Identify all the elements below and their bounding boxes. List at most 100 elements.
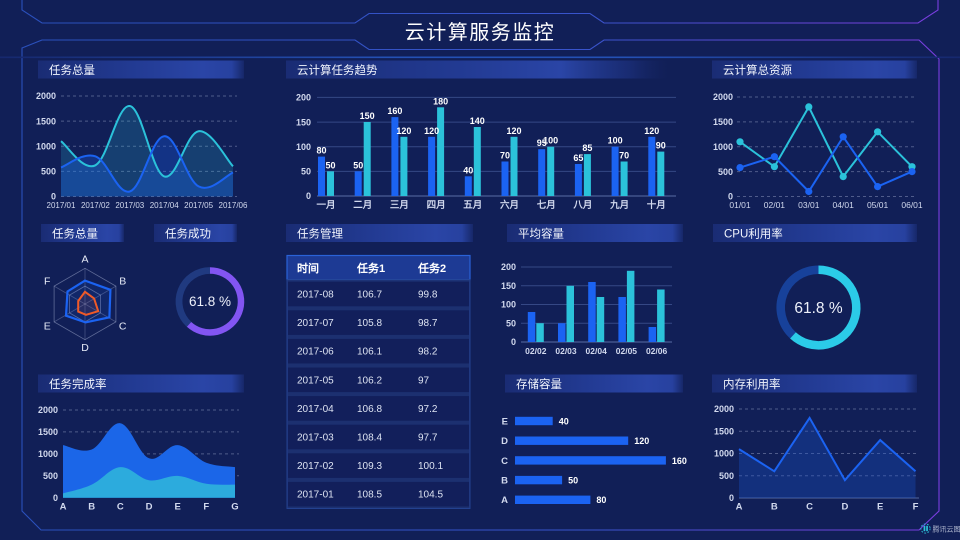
svg-text:140: 140 [470,116,485,126]
svg-text:E: E [44,321,51,333]
svg-text:任务2: 任务2 [417,261,446,275]
svg-text:C: C [119,321,127,333]
svg-text:2017/02: 2017/02 [81,201,110,210]
svg-text:03/01: 03/01 [798,200,820,210]
svg-text:F: F [913,502,919,513]
svg-text:120: 120 [424,126,439,136]
svg-text:02/04: 02/04 [586,346,608,356]
svg-text:B: B [771,502,778,513]
svg-text:0: 0 [728,192,733,202]
svg-text:61.8 %: 61.8 % [794,300,842,317]
svg-text:0: 0 [511,337,516,347]
svg-text:F: F [44,276,50,288]
svg-text:02/02: 02/02 [525,346,547,356]
svg-text:109.3: 109.3 [357,461,382,472]
svg-text:02/06: 02/06 [646,346,668,356]
svg-text:2000: 2000 [36,91,56,101]
svg-text:三月: 三月 [390,200,409,211]
svg-text:D: D [81,342,89,354]
svg-text:150: 150 [296,117,311,127]
svg-text:九月: 九月 [609,199,629,211]
svg-text:1000: 1000 [714,449,734,459]
svg-text:2017-02: 2017-02 [297,461,334,472]
svg-text:40: 40 [559,416,569,426]
svg-text:云计算任务趋势: 云计算任务趋势 [297,63,378,77]
svg-text:十月: 十月 [647,199,666,211]
svg-text:95: 95 [537,138,547,148]
svg-text:任务完成率: 任务完成率 [49,377,107,391]
svg-text:F: F [203,502,209,513]
svg-text:E: E [175,502,181,513]
svg-text:90: 90 [656,141,666,151]
svg-text:1000: 1000 [36,142,56,152]
svg-text:70: 70 [619,151,629,161]
svg-text:97.2: 97.2 [418,404,438,415]
svg-text:01/01: 01/01 [729,200,751,210]
svg-text:B: B [88,502,95,513]
svg-text:二月: 二月 [353,200,372,211]
svg-text:104.5: 104.5 [418,490,443,501]
svg-text:100: 100 [296,142,311,152]
svg-text:106.1: 106.1 [357,347,382,358]
svg-text:2017/01: 2017/01 [47,201,76,210]
svg-text:五月: 五月 [463,200,482,211]
svg-text:150: 150 [501,281,516,291]
svg-text:106.8: 106.8 [357,404,382,415]
svg-text:四月: 四月 [427,200,446,211]
svg-text:108.5: 108.5 [357,490,382,501]
svg-text:云计算服务监控: 云计算服务监控 [405,21,556,44]
svg-text:2000: 2000 [714,404,734,414]
svg-text:存储容量: 存储容量 [516,377,562,391]
svg-text:内存利用率: 内存利用率 [723,377,781,391]
svg-text:1500: 1500 [38,427,58,437]
svg-text:D: D [501,436,508,447]
svg-text:任务成功: 任务成功 [165,227,211,241]
svg-text:500: 500 [719,471,734,481]
svg-text:02/05: 02/05 [616,346,638,356]
svg-text:2017-03: 2017-03 [297,433,334,444]
svg-text:2017-06: 2017-06 [297,347,334,358]
svg-text:85: 85 [582,143,592,153]
svg-text:云计算总资源: 云计算总资源 [723,63,792,77]
svg-text:98.2: 98.2 [418,347,438,358]
svg-text:65: 65 [573,153,583,163]
svg-text:2017-01: 2017-01 [297,490,334,501]
svg-text:120: 120 [396,126,411,136]
svg-text:六月: 六月 [500,199,519,211]
svg-text:任务管理: 任务管理 [297,227,343,241]
svg-text:2000: 2000 [38,405,58,415]
svg-text:A: A [81,254,88,266]
svg-text:50: 50 [353,160,363,170]
svg-text:0: 0 [51,192,56,202]
svg-text:150: 150 [360,111,375,121]
svg-text:一月: 一月 [316,200,335,211]
svg-text:G: G [231,502,238,513]
svg-text:61.8 %: 61.8 % [189,294,231,309]
svg-text:98.7: 98.7 [418,318,438,329]
svg-text:2017/05: 2017/05 [184,201,213,210]
svg-text:平均容量: 平均容量 [518,227,564,241]
svg-text:1000: 1000 [713,142,733,152]
svg-text:E: E [502,416,508,427]
svg-text:05/01: 05/01 [867,200,889,210]
svg-text:50: 50 [325,160,335,170]
svg-text:106.2: 106.2 [357,375,382,386]
svg-text:2017-04: 2017-04 [297,404,334,415]
svg-text:B: B [501,476,508,487]
svg-text:80: 80 [316,146,326,156]
svg-text:1500: 1500 [714,426,734,436]
svg-text:50: 50 [568,476,578,486]
svg-text:200: 200 [501,262,516,272]
svg-text:C: C [117,502,124,513]
svg-text:50: 50 [301,167,311,177]
svg-text:C: C [501,456,508,467]
svg-text:180: 180 [433,96,448,106]
svg-text:04/01: 04/01 [833,200,855,210]
svg-text:B: B [119,276,126,288]
svg-text:2017-07: 2017-07 [297,318,334,329]
svg-text:任务1: 任务1 [356,261,385,275]
svg-text:97: 97 [418,375,430,386]
svg-text:D: D [841,502,848,513]
svg-text:A: A [736,502,743,513]
svg-text:2017/04: 2017/04 [150,201,179,210]
